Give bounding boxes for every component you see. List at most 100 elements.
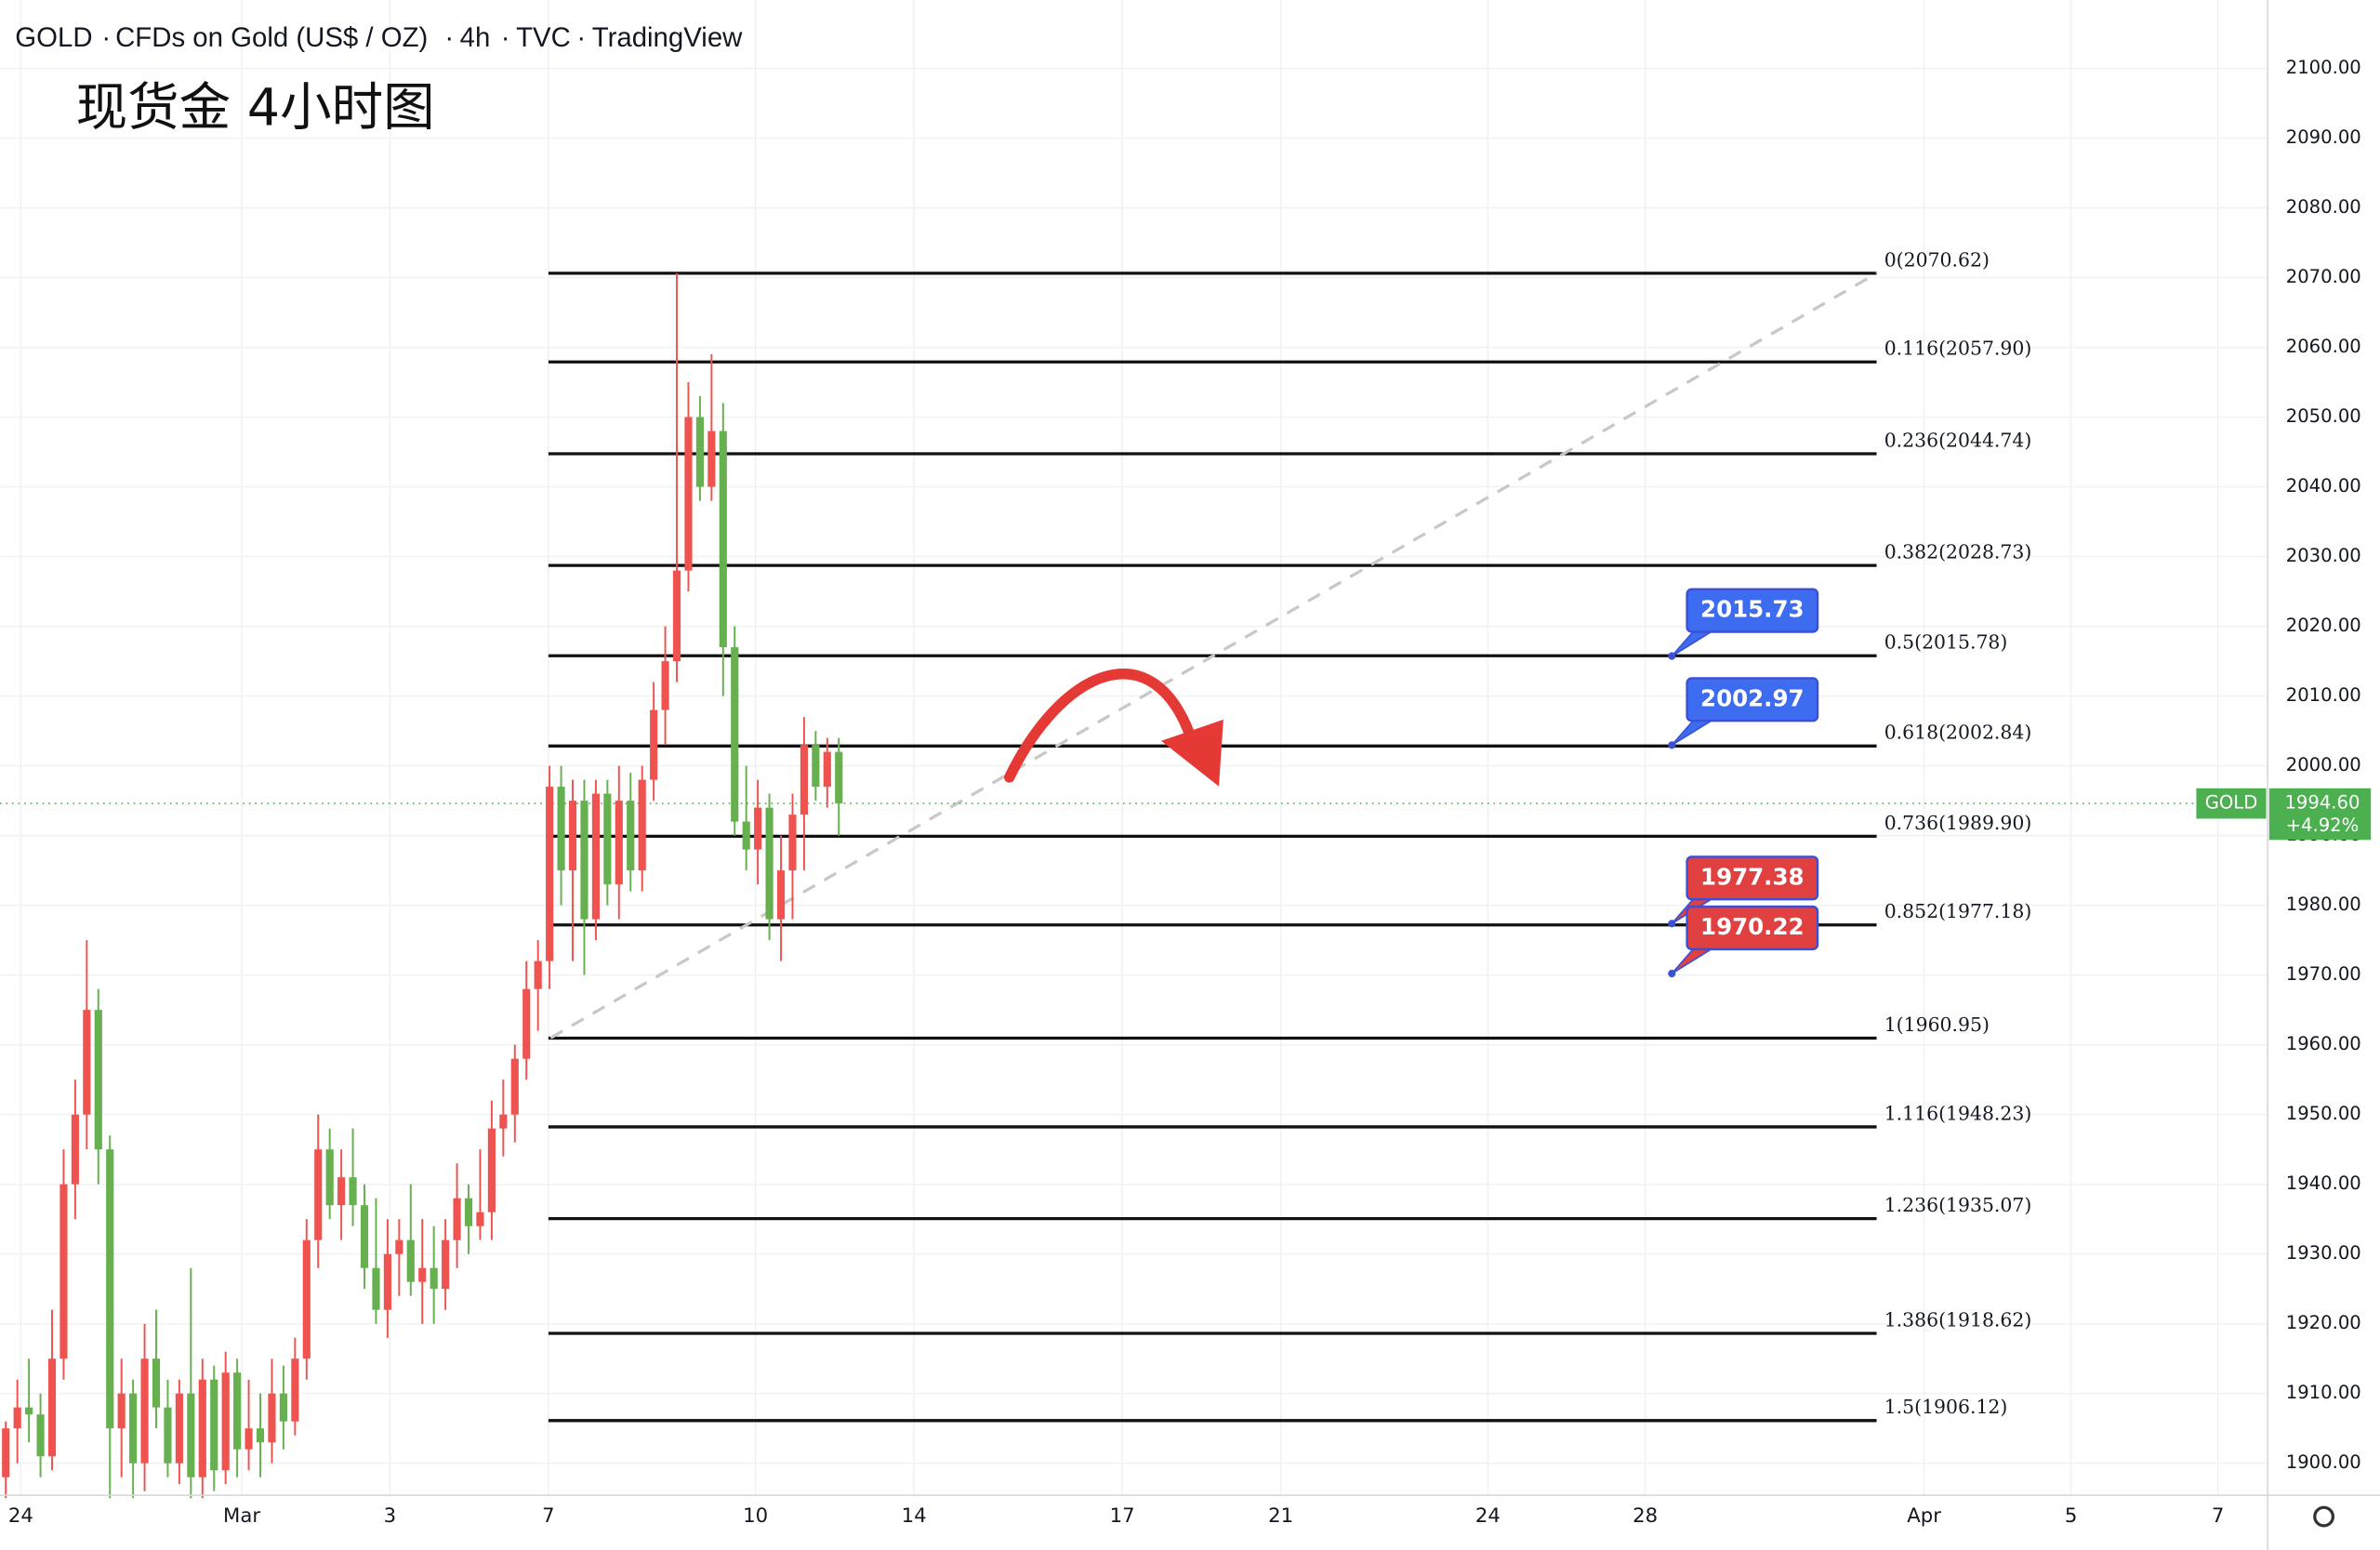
y-tick-label: 1950.00: [2286, 1103, 2361, 1124]
candle-body: [661, 661, 669, 710]
candle-body: [71, 1114, 79, 1185]
x-tick-label: 21: [1268, 1504, 1293, 1528]
candle-body: [835, 751, 843, 804]
fib-level-label: 1.386(1918.62): [1884, 1308, 2032, 1331]
candle-body: [349, 1177, 357, 1206]
symbol-tag: [2196, 788, 2267, 819]
separator: ·: [101, 22, 111, 53]
y-tick-label: 2010.00: [2286, 684, 2361, 706]
candle-body: [372, 1267, 380, 1310]
candle-body: [383, 1253, 391, 1310]
callout-box: [1686, 677, 1819, 722]
gear[interactable]: [2313, 1505, 2335, 1528]
y-tick-label: 1910.00: [2286, 1382, 2361, 1403]
candle-body: [591, 793, 600, 920]
fib-level-label: 1(1960.95): [1884, 1013, 1990, 1036]
fib-level-label: 0.852(1977.18): [1884, 900, 2032, 922]
candle-body: [442, 1239, 450, 1290]
candle-body: [800, 745, 808, 815]
candle-body: [140, 1358, 149, 1464]
candle-body: [672, 570, 681, 662]
candle-body: [129, 1393, 138, 1464]
candle-body: [603, 793, 612, 885]
candle-body: [580, 801, 588, 920]
arrow-curve: [1004, 669, 1197, 783]
candle-body: [557, 787, 565, 871]
fib-level-label: 0.618(2002.84): [1884, 722, 2032, 744]
candle-body: [314, 1149, 323, 1240]
separator: ·: [501, 22, 510, 53]
candle-body: [765, 807, 774, 920]
candle-body: [568, 801, 577, 871]
last-change-label: +4.92%: [2286, 815, 2360, 836]
candle-body: [499, 1114, 508, 1129]
plot-area: [0, 272, 2268, 1499]
y-tick-label: 2100.00: [2286, 57, 2361, 78]
callout-box: [1686, 905, 1819, 951]
callout-label: 1970.22: [1700, 913, 1805, 940]
platform: TradingView: [592, 22, 743, 53]
separator: ·: [444, 22, 454, 53]
x-tick-label: 7: [2212, 1504, 2225, 1528]
y-tick-label: 1930.00: [2286, 1242, 2361, 1264]
y-tick-label: 1980.00: [2286, 894, 2361, 915]
fib-level-label: 0.5(2015.78): [1884, 631, 2008, 654]
y-tick-label: 1900.00: [2286, 1451, 2361, 1473]
callout-anchor: [1668, 741, 1676, 749]
candle-body: [430, 1267, 438, 1290]
candle-body: [731, 647, 739, 822]
candle-body: [522, 988, 531, 1059]
settings-icon[interactable]: [2313, 1505, 2335, 1528]
candle-body: [615, 801, 623, 885]
callout-label: 2015.73: [1700, 596, 1805, 623]
x-tick-label: 10: [743, 1504, 768, 1528]
fib-level-label: 0.116(2057.90): [1884, 338, 2032, 360]
candle-body: [546, 787, 554, 961]
x-tick-label: 7: [542, 1504, 555, 1528]
fib-level-label: 1.236(1935.07): [1884, 1194, 2032, 1216]
candle-body: [476, 1212, 484, 1226]
candle-body: [742, 821, 750, 850]
candle-body: [302, 1239, 311, 1359]
candle-body: [291, 1358, 299, 1422]
candle-body: [187, 1393, 195, 1477]
callout-anchor: [1668, 652, 1676, 660]
candle-body: [395, 1239, 403, 1254]
candle-body: [325, 1149, 334, 1206]
x-tick-label: 28: [1633, 1504, 1658, 1528]
y-tick-label: 1960.00: [2286, 1033, 2361, 1054]
last-price-box: [2268, 788, 2372, 841]
candle-body: [94, 1010, 102, 1150]
fib-level-label: 0.736(1989.90): [1884, 812, 2032, 834]
y-tick-label: 2080.00: [2286, 196, 2361, 218]
callout-box: [1686, 855, 1819, 901]
y-tick-label: 2030.00: [2286, 545, 2361, 566]
candle-body: [36, 1414, 45, 1457]
candle-body: [487, 1128, 496, 1212]
x-tick-label: 14: [902, 1504, 927, 1528]
chart-title: CFDs on Gold (US$ / OZ): [115, 22, 428, 53]
fib-level-label: 0.236(2044.74): [1884, 429, 2032, 451]
candle-body: [812, 745, 820, 788]
candle-body: [2, 1428, 10, 1477]
candle-body: [627, 801, 635, 871]
candle-body: [245, 1428, 253, 1450]
symbol-tag-label: GOLD: [2205, 792, 2258, 814]
x-tick-label: 17: [1110, 1504, 1135, 1528]
candle-body: [337, 1177, 346, 1206]
candle-body: [360, 1205, 369, 1268]
candle-body: [268, 1393, 276, 1443]
chart-subtitle: 现货金 4小时图: [76, 77, 435, 138]
candle-body: [117, 1393, 126, 1429]
x-tick-label: Mar: [223, 1504, 260, 1528]
y-tick-label: 2070.00: [2286, 266, 2361, 287]
candle-body: [453, 1198, 461, 1240]
y-tick-label: 2050.00: [2286, 405, 2361, 427]
header: GOLD · CFDs on Gold (US$ / OZ) · 4h · TV…: [15, 22, 743, 138]
candle-body: [650, 709, 658, 780]
symbol: GOLD: [15, 22, 92, 53]
candle-body: [638, 779, 646, 871]
candle-body: [13, 1407, 21, 1429]
